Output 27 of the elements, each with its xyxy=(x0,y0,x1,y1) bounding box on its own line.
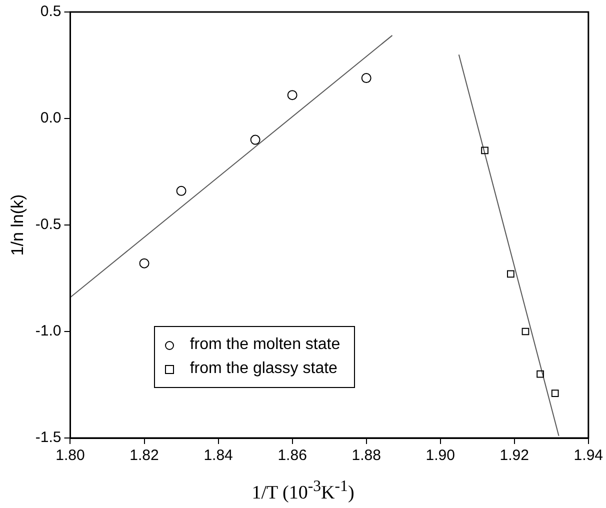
x-tick-label: 1.94 xyxy=(574,447,604,464)
x-tick-label: 1.82 xyxy=(130,447,159,464)
y-tick-label: 0.0 xyxy=(40,110,62,127)
point xyxy=(176,186,186,196)
point xyxy=(507,270,514,278)
x-tick-label: 1.90 xyxy=(426,447,455,464)
point xyxy=(481,146,488,154)
point xyxy=(551,390,559,397)
x-tick-label: 1.86 xyxy=(278,447,307,464)
point xyxy=(522,328,530,336)
point xyxy=(139,258,150,268)
x-tick-label: 1.92 xyxy=(500,447,529,464)
x-tick-label: 1.80 xyxy=(56,447,85,464)
y-axis-title: 1/n ln(k) xyxy=(8,194,27,256)
point xyxy=(536,370,544,378)
legend-label: from the molten state xyxy=(190,336,340,354)
x-tick-label: 1.84 xyxy=(204,447,233,464)
y-tick-label: 0.5 xyxy=(40,3,62,20)
x-tick-label: 1.88 xyxy=(352,447,381,464)
point xyxy=(250,134,260,145)
point xyxy=(287,90,298,100)
x-axis-title: 1/T (10$^{-3}$K$^{-1}$) xyxy=(250,478,356,504)
y-tick-label: -1.0 xyxy=(35,322,62,340)
point xyxy=(361,73,372,84)
y-tick-label: -0.5 xyxy=(35,216,62,234)
y-tick-label: -1.5 xyxy=(35,429,62,446)
legend-label: from the glassy state xyxy=(190,360,338,378)
